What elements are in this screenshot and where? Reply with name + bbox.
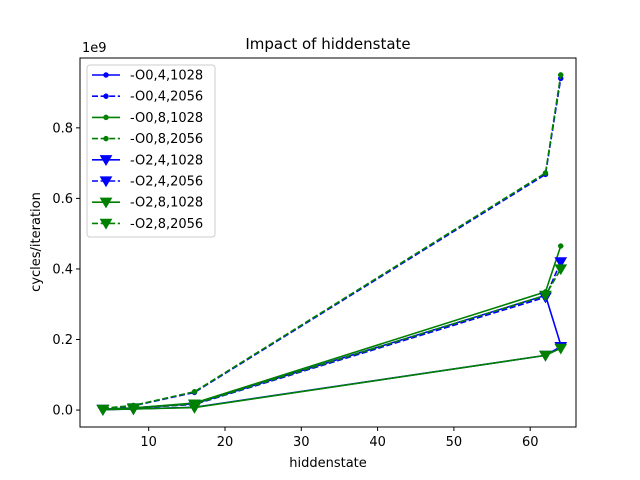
y-tick-label: 0.2 [52,333,73,348]
x-tick-label: 60 [522,435,539,450]
legend-triangle-marker [99,218,113,230]
legend-label: -O0,8,1028 [130,111,203,126]
legend-item: -O2,4,1028 [92,153,203,168]
legend-item: -O0,4,1028 [92,69,203,84]
series-line [102,74,562,410]
legend-label: -O2,4,1028 [130,153,203,168]
chart-title: Impact of hiddenstate [245,35,410,53]
x-tick-label: 30 [293,435,310,450]
x-tick-label: 10 [140,435,157,450]
legend-dot-marker [103,114,109,121]
legend-dot-marker [103,135,109,142]
dot-marker [542,170,549,176]
x-tick-label: 50 [446,435,463,450]
legend-box [86,64,216,238]
legend-item: -O2,4,2056 [92,175,203,190]
triangle-marker [539,350,552,362]
legend-dot-marker [103,93,109,99]
dot-marker [191,388,198,395]
legend: -O0,4,1028 -O0,4,2056 -O0,8,1028 -O0,8,2056… [86,64,216,238]
legend-label: -O2,8,2056 [130,217,203,232]
legend-item: -O2,8,1028 [92,196,203,211]
legend-label: -O2,4,2056 [130,175,203,190]
legend-triangle-marker [99,155,113,167]
y-tick-label: 0.6 [52,192,73,207]
plot-frame [79,57,577,428]
triangle-marker [539,290,552,302]
legend-triangle-marker [99,197,113,209]
triangle-marker [188,399,201,411]
triangle-marker [554,343,568,355]
triangle-marker [96,404,110,416]
y-axis-label: cycles/iteration [29,192,44,292]
triangle-marker [127,403,140,415]
legend-label: -O0,4,2056 [130,90,203,105]
series--O2,8,2056 [96,264,568,416]
legend-label: -O0,4,1028 [130,69,203,84]
dot-marker [557,72,564,78]
legend-item: -O0,8,2056 [92,132,203,147]
legend-dot-marker [103,72,109,78]
legend-triangle-marker [99,176,113,188]
y-offset-label: 1e9 [82,41,107,56]
x-axis: 10 20 30 40 50 60 [140,427,538,450]
legend-label: -O0,8,2056 [130,132,203,147]
legend-label: -O2,8,1028 [130,196,203,211]
x-tick-label: 20 [217,435,234,450]
x-axis-label: hiddenstate [289,456,367,471]
triangle-marker [554,257,568,269]
legend-item: -O0,8,1028 [92,111,203,126]
x-tick-label: 40 [369,435,386,450]
y-tick-label: 0.0 [52,404,73,419]
legend-item: -O2,8,2056 [92,217,203,232]
triangle-marker [554,264,568,276]
y-tick-label: 0.8 [52,121,73,136]
y-tick-label: 0.4 [52,262,73,277]
y-axis: 0.0 0.2 0.4 0.6 0.8 [52,121,80,419]
series-layer [96,72,568,416]
dot-marker [557,243,564,249]
legend-item: -O0,4,2056 [92,90,203,105]
